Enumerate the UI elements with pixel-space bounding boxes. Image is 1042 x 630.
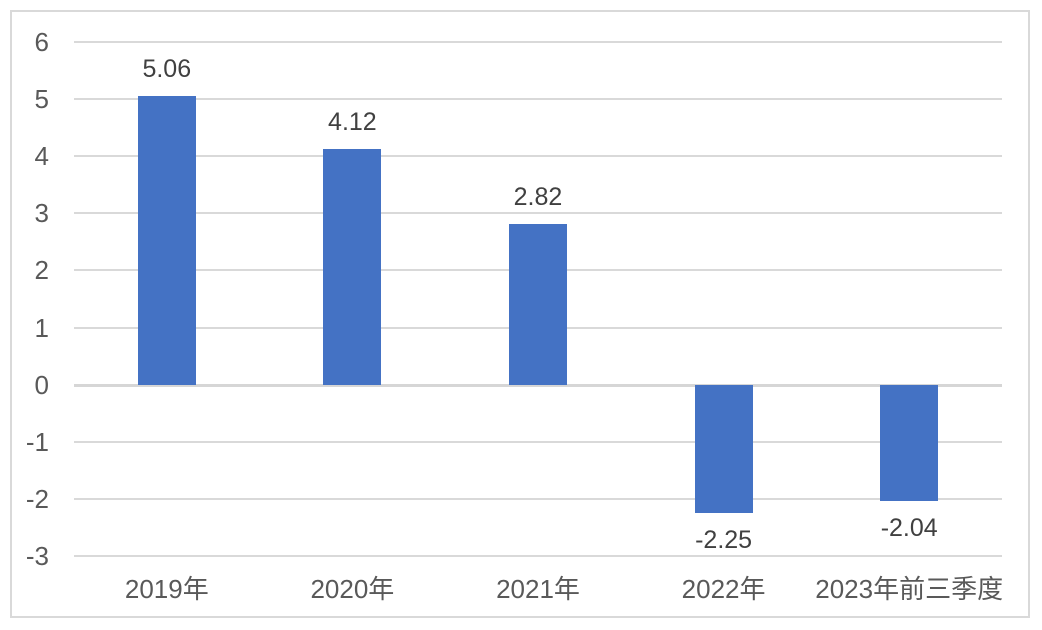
y-tick-label: 2	[34, 255, 49, 286]
data-label: 4.12	[328, 108, 377, 137]
gridline	[74, 497, 1002, 500]
data-label: -2.25	[695, 526, 753, 555]
x-axis-category-label: 2022年	[681, 574, 766, 604]
data-label: 2.82	[513, 182, 563, 211]
bar	[880, 384, 939, 502]
y-tick-label: 3	[34, 198, 49, 229]
gridline	[74, 98, 1002, 101]
y-tick-label: -1	[25, 426, 49, 457]
bar	[323, 149, 382, 385]
bar	[509, 223, 567, 385]
y-tick-label: 1	[34, 312, 49, 343]
data-label: -2.04	[880, 514, 938, 543]
data-label: 5.06	[142, 54, 192, 83]
y-tick-label: 0	[34, 369, 49, 400]
y-tick-label: 6	[34, 27, 49, 57]
y-tick-label: -3	[25, 541, 49, 571]
gridline	[74, 555, 1002, 557]
chart-frame: 6 5 4 3 2 1 0 -1 -2 -3 5.06 2019年 4.12 2020年 2.82 2021年…	[10, 10, 1030, 618]
gridline	[74, 41, 1002, 43]
x-axis-category-label: 2023年前三季度	[815, 574, 1004, 604]
zero-line	[74, 383, 1002, 387]
x-axis-category-label: 2020年	[310, 574, 395, 604]
bar	[694, 384, 753, 514]
y-tick-label: 5	[34, 84, 49, 115]
y-tick-label: 4	[34, 141, 49, 172]
bar	[137, 95, 196, 385]
x-axis-category-label: 2021年	[496, 574, 580, 604]
gridline	[74, 440, 1002, 443]
gridline	[74, 155, 1002, 158]
x-axis-category-label: 2019年	[124, 574, 209, 604]
y-tick-label: -2	[25, 483, 49, 514]
gridline	[74, 212, 1002, 215]
